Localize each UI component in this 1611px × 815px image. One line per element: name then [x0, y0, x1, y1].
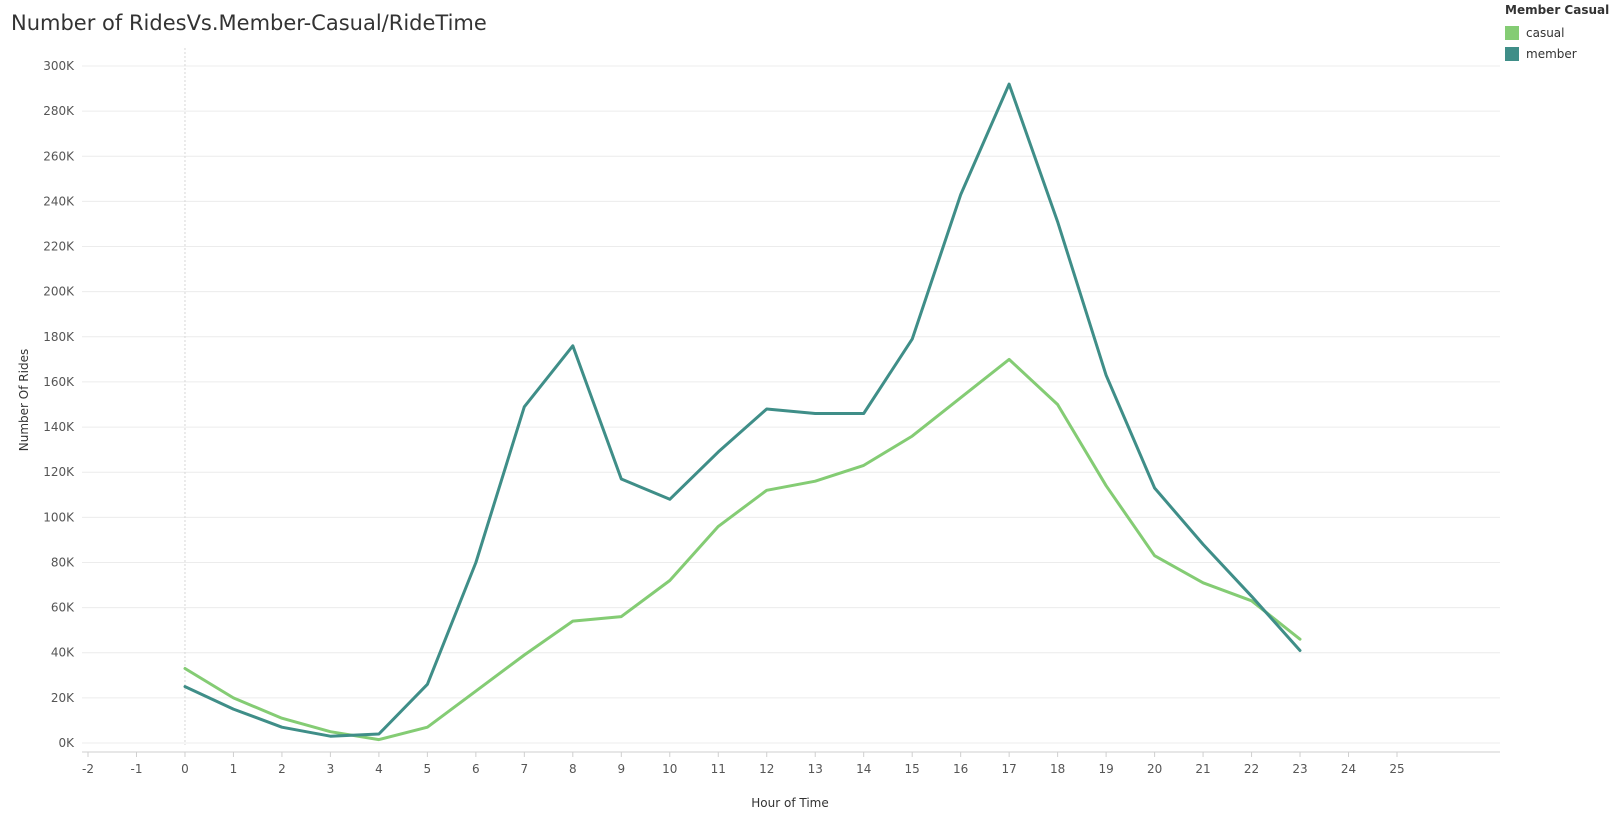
y-tick-label: 200K — [43, 285, 75, 299]
legend-title: Member Casual — [1505, 3, 1610, 17]
x-tick-label: 16 — [953, 762, 968, 776]
chart-title: Number of RidesVs.Member-Casual/RideTime — [11, 11, 487, 35]
x-tick-label: 3 — [327, 762, 335, 776]
x-tick-label: 24 — [1341, 762, 1356, 776]
legend-swatch-member — [1505, 46, 1519, 61]
x-tick-label: -1 — [130, 762, 142, 776]
x-tick-label: 12 — [759, 762, 774, 776]
x-tick-label: 15 — [905, 762, 920, 776]
y-tick-label: 40K — [51, 646, 75, 660]
y-tick-label: 180K — [43, 330, 75, 344]
x-tick-label: 23 — [1292, 762, 1307, 776]
x-axis-ticks: -2 -1 0 1 2 3 4 5 6 7 8 9 10 11 12 13 14 15 16 17 18 19 20 21 22… — [82, 752, 1405, 776]
y-tick-label: 260K — [43, 149, 75, 163]
y-tick-label: 240K — [43, 194, 75, 208]
x-tick-label: 1 — [230, 762, 238, 776]
y-tick-label: 280K — [43, 104, 75, 118]
y-tick-label: 80K — [51, 555, 75, 569]
x-tick-label: -2 — [82, 762, 94, 776]
x-tick-label: 13 — [808, 762, 823, 776]
y-tick-label: 60K — [51, 601, 75, 615]
x-tick-label: 6 — [472, 762, 480, 776]
x-tick-label: 17 — [1002, 762, 1017, 776]
x-tick-label: 25 — [1389, 762, 1404, 776]
x-tick-label: 20 — [1147, 762, 1162, 776]
x-tick-label: 22 — [1244, 762, 1259, 776]
series-line-casual — [183, 357, 1302, 742]
x-tick-label: 14 — [856, 762, 871, 776]
y-tick-label: 160K — [43, 375, 75, 389]
x-tick-label: 11 — [711, 762, 726, 776]
gridlines — [82, 48, 1500, 753]
y-tick-label: 100K — [43, 510, 75, 524]
y-tick-label: 0K — [58, 736, 75, 750]
y-tick-label: 120K — [43, 465, 75, 479]
x-tick-label: 7 — [521, 762, 529, 776]
x-tick-label: 8 — [569, 762, 577, 776]
legend-item-member[interactable]: member — [1505, 43, 1609, 64]
y-tick-label: 140K — [43, 420, 75, 434]
x-tick-label: 4 — [375, 762, 383, 776]
x-tick-label: 21 — [1195, 762, 1210, 776]
legend-label-casual: casual — [1526, 25, 1565, 40]
legend-label-member: member — [1526, 46, 1577, 61]
legend-item-casual[interactable]: casual — [1505, 22, 1609, 43]
y-tick-label: 300K — [43, 59, 75, 73]
series-lines — [183, 82, 1302, 742]
x-tick-label: 10 — [662, 762, 677, 776]
y-axis-title: Number Of Rides — [17, 349, 31, 451]
y-tick-label: 20K — [51, 691, 75, 705]
y-tick-label: 220K — [43, 240, 75, 254]
x-tick-label: 18 — [1050, 762, 1065, 776]
x-tick-label: 19 — [1098, 762, 1113, 776]
x-tick-label: 2 — [278, 762, 286, 776]
x-axis-title: Hour of Time — [751, 796, 828, 810]
legend-swatch-casual — [1505, 25, 1519, 40]
x-tick-label: 5 — [424, 762, 432, 776]
series-line-member — [183, 82, 1302, 738]
x-tick-label: 0 — [181, 762, 189, 776]
y-axis-ticks: 0K 20K 40K 60K 80K 100K 120K 140K 160K 180K 200K 22… — [43, 59, 75, 750]
x-tick-label: 9 — [617, 762, 625, 776]
legend: Member Casual casual member — [1505, 3, 1609, 64]
